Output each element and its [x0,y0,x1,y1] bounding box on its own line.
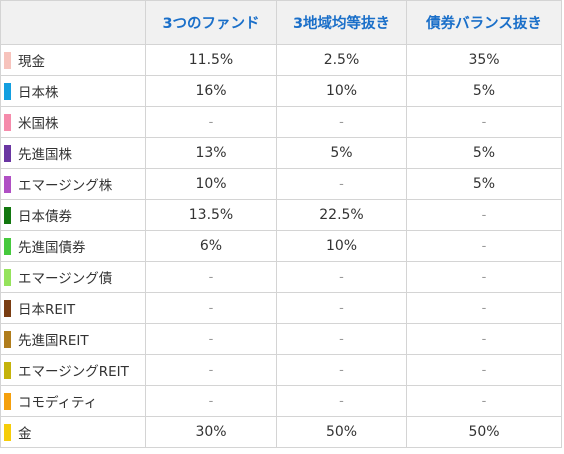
asset-label: 日本株 [18,85,59,101]
value-cell: 22.5% [276,199,407,231]
table-row: 日本株 16% 10% 5% [0,75,562,107]
value-cell: - [276,354,407,386]
asset-label: 現金 [18,54,45,70]
column-header-no-bond-balance: 債券バランス抜き [406,0,562,45]
asset-cell: コモディティ [0,385,146,417]
color-swatch [4,330,11,348]
asset-cell: 先進国REIT [0,323,146,355]
color-swatch [4,144,11,162]
value-cell: 2.5% [276,44,407,76]
asset-cell: エマージングREIT [0,354,146,386]
asset-label: 金 [18,426,32,442]
asset-cell: 日本株 [0,75,146,107]
value-cell: - [406,230,562,262]
value-cell: 5% [276,137,407,169]
value-cell: 13% [145,137,277,169]
value-cell: - [406,261,562,293]
value-cell: - [406,199,562,231]
value-cell: - [145,323,277,355]
color-swatch [4,361,11,379]
asset-label: エマージングREIT [18,364,129,380]
value-cell: - [145,385,277,417]
table-body: 現金 11.5% 2.5% 35% 日本株 16% 10% 5% 米国株 - - - 先進国株 13% 5%… [0,44,562,448]
asset-cell: 米国株 [0,106,146,138]
value-cell: 10% [145,168,277,200]
value-cell: 10% [276,230,407,262]
asset-label: 日本債券 [18,209,72,225]
value-cell: - [406,323,562,355]
table-row: エマージング株 10% -5% [0,168,562,200]
asset-cell: エマージング株 [0,168,146,200]
value-cell: 50% [276,416,407,448]
color-swatch [4,51,11,69]
table-row: 現金 11.5% 2.5% 35% [0,44,562,76]
value-cell: - [145,106,277,138]
table-row: 金 30% 50% 50% [0,416,562,448]
table-row: エマージング債 - - - [0,261,562,293]
asset-cell: 先進国株 [0,137,146,169]
value-cell: 10% [276,75,407,107]
value-cell: 5% [406,75,562,107]
value-cell: - [145,292,277,324]
asset-label: 先進国株 [18,147,72,163]
color-swatch [4,206,11,224]
value-cell: - [406,354,562,386]
asset-label: 日本REIT [18,302,76,318]
value-cell: 5% [406,137,562,169]
table-row: 日本REIT - - - [0,292,562,324]
table-row: 米国株 - - - [0,106,562,138]
asset-label: コモディティ [18,395,98,411]
table-row: 先進国株 13% 5% 5% [0,137,562,169]
value-cell: - [276,323,407,355]
column-header-three-funds: 3つのファンド [145,0,277,45]
value-cell: 6% [145,230,277,262]
color-swatch [4,423,11,441]
color-swatch [4,113,11,131]
table-row: 日本債券 13.5% 22.5% - [0,199,562,231]
value-cell: 35% [406,44,562,76]
value-cell: - [406,385,562,417]
table-row: コモディティ - - - [0,385,562,417]
header-corner [0,0,146,45]
table-row: エマージングREIT - - - [0,354,562,386]
value-cell: - [406,106,562,138]
value-cell: - [276,292,407,324]
value-cell: - [145,261,277,293]
color-swatch [4,175,11,193]
asset-label: 先進国REIT [18,333,89,349]
column-header-no-three-regions: 3地域均等抜き [276,0,407,45]
value-cell: - [276,106,407,138]
table-row: 先進国REIT - - - [0,323,562,355]
asset-label: 米国株 [18,116,59,132]
header-row: 3つのファンド 3地域均等抜き 債券バランス抜き [0,0,562,45]
color-swatch [4,299,11,317]
value-cell: - [406,292,562,324]
value-cell: - [276,261,407,293]
value-cell: 13.5% [145,199,277,231]
asset-label: エマージング債 [18,271,113,287]
asset-cell: 現金 [0,44,146,76]
color-swatch [4,392,11,410]
value-cell: 11.5% [145,44,277,76]
value-cell: 50% [406,416,562,448]
asset-cell: エマージング債 [0,261,146,293]
value-cell: - [145,354,277,386]
value-cell: 5% [406,168,562,200]
value-cell: 30% [145,416,277,448]
asset-cell: 金 [0,416,146,448]
color-swatch [4,237,11,255]
asset-cell: 先進国債券 [0,230,146,262]
value-cell: 16% [145,75,277,107]
value-cell: - [276,168,407,200]
table-row: 先進国債券 6% 10% - [0,230,562,262]
asset-label: 先進国債券 [18,240,86,256]
color-swatch [4,268,11,286]
value-cell: - [276,385,407,417]
asset-cell: 日本債券 [0,199,146,231]
color-swatch [4,82,11,100]
asset-cell: 日本REIT [0,292,146,324]
asset-label: エマージング株 [18,178,113,194]
